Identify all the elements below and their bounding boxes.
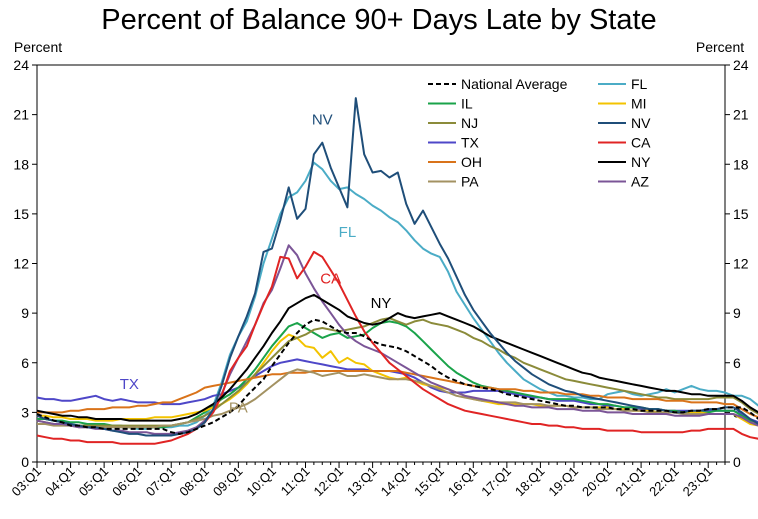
legend-label: OH (461, 154, 482, 170)
y-tick-label-left: 18 (13, 156, 29, 172)
legend-label: FL (631, 76, 648, 92)
series-layer (36, 97, 758, 445)
legend: National Average FL IL MI NJ NV TX CA OH NY PA AZ (428, 76, 651, 190)
annotation-ca: CA (320, 270, 341, 287)
series-line-ny (36, 293, 758, 422)
chart-title: Percent of Balance 90+ Days Late by Stat… (101, 4, 657, 36)
x-tick-label: 23:Q1 (680, 464, 716, 500)
y-tick-label-left: 3 (21, 404, 29, 420)
x-tick-label: 04:Q1 (42, 464, 78, 500)
legend-label: National Average (461, 76, 568, 92)
x-tick-label: 18:Q1 (512, 464, 548, 500)
legend-label: TX (461, 135, 480, 151)
y-tick-label-right: 24 (733, 57, 749, 73)
x-tick-label: 09:Q1 (210, 464, 246, 500)
y-tick-label-right: 0 (733, 454, 741, 470)
y-tick-label-right: 9 (733, 305, 741, 321)
x-tick-label: 13:Q1 (344, 464, 380, 500)
legend-label: NJ (461, 115, 478, 131)
x-tick-label: 10:Q1 (243, 464, 279, 500)
x-tick-label: 08:Q1 (176, 464, 212, 500)
x-tick-label: 20:Q1 (579, 464, 615, 500)
y-tick-label-left: 21 (13, 107, 29, 123)
x-tick-label: 22:Q1 (646, 464, 682, 500)
annotation-tx: TX (120, 376, 139, 393)
legend-label: NV (631, 115, 651, 131)
y-tick-label-right: 6 (733, 355, 741, 371)
y-tick-label-right: 18 (733, 156, 749, 172)
legend-label: CA (631, 135, 651, 151)
x-tick-label: 05:Q1 (76, 464, 112, 500)
annotation-ny: NY (371, 295, 392, 312)
x-tick-label: 12:Q1 (311, 464, 347, 500)
legend-label: AZ (631, 174, 649, 190)
legend-label: NY (631, 154, 651, 170)
y-tick-label-left: 15 (13, 206, 29, 222)
x-tick-label: 15:Q1 (411, 464, 447, 500)
series-line-az (36, 244, 758, 435)
series-line-oh (37, 370, 758, 419)
y-tick-label-right: 12 (733, 256, 749, 272)
y-tick-label-left: 9 (21, 305, 29, 321)
annotation-nv: NV (312, 112, 333, 129)
legend-label: IL (461, 96, 473, 112)
annotation-pa: PA (229, 399, 248, 416)
legend-label: MI (631, 96, 647, 112)
x-tick-label: 16:Q1 (445, 464, 481, 500)
series-line-fl (37, 161, 758, 430)
y-tick-label-right: 21 (733, 107, 749, 123)
x-tick-label: 06:Q1 (109, 464, 145, 500)
right-axis-unit-label: Percent (696, 39, 744, 55)
x-tick-label: 07:Q1 (143, 464, 179, 500)
series-line-national-average (36, 318, 758, 435)
y-tick-label-left: 12 (13, 256, 29, 272)
y-tick-label-left: 0 (21, 454, 29, 470)
x-tick-label: 11:Q1 (278, 464, 313, 499)
annotation-layer: NV FL CA NY TX PA (120, 112, 392, 417)
x-tick-label: 14:Q1 (378, 464, 414, 500)
y-tick-label-left: 24 (13, 57, 29, 73)
annotation-fl: FL (339, 224, 357, 241)
series-line-nj (36, 317, 758, 427)
x-tick-label: 17:Q1 (478, 464, 514, 500)
y-tick-label-left: 6 (21, 355, 29, 371)
left-axis-unit-label: Percent (14, 39, 62, 55)
legend-label: PA (461, 174, 479, 190)
x-tick-label: 21:Q1 (613, 464, 649, 500)
y-tick-label-right: 15 (733, 206, 749, 222)
series-line-ca (36, 250, 758, 445)
x-tick-label: 19:Q1 (545, 464, 581, 500)
